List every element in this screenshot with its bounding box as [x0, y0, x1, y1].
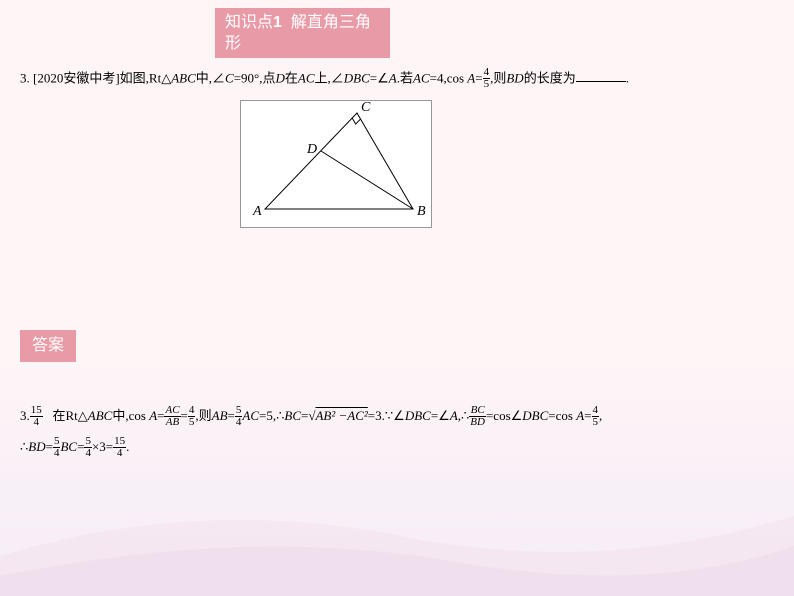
header-num: 1 — [273, 14, 282, 31]
header-prefix: 知识点 — [225, 14, 273, 31]
answer-text: 3.154 在Rt△ABC中,cos A=ACAB=45,则AB=54AC=5,… — [20, 400, 780, 462]
frac-4-5: 45 — [483, 67, 491, 90]
sqrt-expr: AB² −AC² — [315, 408, 367, 423]
question-text: 3. [2020安徽中考]如图,Rt△ABC中,∠C=90°,点D在AC上,∠D… — [20, 68, 780, 91]
svg-text:C: C — [361, 101, 371, 115]
background-wave — [0, 476, 794, 596]
q-source: [2020安徽中考] — [33, 70, 120, 85]
answer-header: 答案 — [20, 330, 76, 362]
q-num: 3. — [20, 70, 30, 85]
knowledge-point-header: 知识点1 解直角三角形 — [215, 8, 390, 58]
svg-text:D: D — [306, 142, 317, 157]
svg-text:B: B — [417, 204, 426, 219]
triangle-figure: A B C D — [240, 100, 432, 228]
triangle-svg: A B C D — [241, 101, 431, 227]
svg-text:A: A — [252, 204, 262, 219]
answer-result: 154 — [30, 405, 43, 428]
answer-blank — [576, 81, 626, 82]
